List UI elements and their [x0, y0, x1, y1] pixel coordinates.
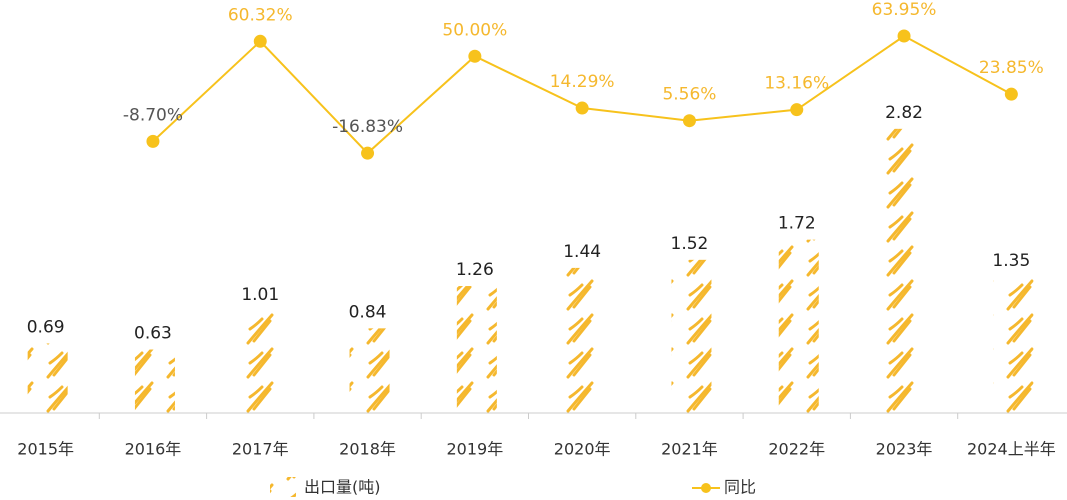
- bar: [564, 268, 604, 413]
- line-point: [898, 30, 911, 43]
- x-tick-label: 2015年: [17, 440, 74, 459]
- line-point: [576, 102, 589, 115]
- x-tick-label: 2017年: [232, 440, 289, 459]
- line-point: [254, 35, 267, 48]
- data-label: 1.01: [241, 285, 279, 305]
- legend-item: 出口量(吨): [270, 477, 381, 497]
- x-tick-label: 2021年: [661, 440, 718, 459]
- x-tick-label: 2016年: [125, 440, 182, 459]
- line-point: [146, 135, 159, 148]
- data-label: 50.00%: [442, 20, 507, 40]
- data-label: 0.63: [134, 324, 172, 344]
- x-tick-label: 2018年: [339, 440, 396, 459]
- line-point: [790, 103, 803, 116]
- x-tick-label: 2020年: [554, 440, 611, 459]
- data-label: 60.32%: [228, 5, 293, 25]
- legend-icon: [270, 477, 296, 497]
- bar: [135, 350, 175, 413]
- data-label: 5.56%: [662, 85, 716, 105]
- bar: [779, 240, 819, 413]
- data-label: 1.35: [992, 251, 1030, 271]
- data-label: 1.72: [778, 214, 816, 234]
- line-point: [468, 50, 481, 63]
- legend-label: 同比: [724, 478, 756, 497]
- line-point: [683, 114, 696, 127]
- bar: [28, 343, 68, 413]
- data-label: -8.70%: [123, 105, 183, 125]
- line-point: [361, 147, 374, 160]
- data-label: 1.26: [456, 260, 494, 280]
- data-label: 1.52: [671, 234, 709, 254]
- line: [153, 36, 1011, 153]
- legend-icon: [701, 483, 711, 493]
- data-label: 63.95%: [872, 0, 937, 20]
- data-label: 13.16%: [764, 74, 829, 94]
- legend-item: 同比: [692, 478, 756, 497]
- x-tick-label: 2023年: [876, 440, 933, 459]
- x-tick-label: 2022年: [768, 440, 825, 459]
- bar: [993, 277, 1033, 413]
- bar: [350, 328, 390, 413]
- bar: [671, 260, 711, 413]
- data-label: 2.82: [885, 103, 923, 123]
- bar: [886, 129, 926, 413]
- data-label: 23.85%: [979, 58, 1044, 78]
- data-label: 0.84: [349, 302, 387, 322]
- bar: [457, 286, 497, 413]
- data-label: -16.83%: [332, 117, 403, 137]
- x-tick-label: 2019年: [446, 440, 503, 459]
- legend-label: 出口量(吨): [304, 478, 381, 497]
- data-label: 1.44: [563, 242, 601, 262]
- x-tick-label: 2024上半年: [967, 440, 1056, 459]
- data-label: 0.69: [27, 317, 65, 337]
- line-point: [1005, 88, 1018, 101]
- bar: [242, 311, 282, 413]
- chart: 2015年 2016年 2017年 2018年 2019年 2020年 2021年 2022年…: [0, 0, 1067, 500]
- data-label: 14.29%: [550, 72, 615, 92]
